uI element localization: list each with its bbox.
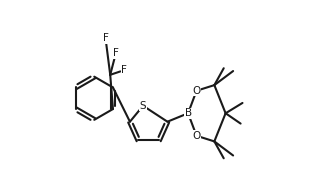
Text: O: O bbox=[192, 131, 201, 141]
Text: S: S bbox=[140, 101, 146, 111]
Text: F: F bbox=[121, 65, 127, 75]
Text: F: F bbox=[103, 33, 108, 43]
Text: B: B bbox=[184, 108, 192, 118]
Text: F: F bbox=[113, 48, 119, 58]
Text: O: O bbox=[192, 86, 201, 96]
